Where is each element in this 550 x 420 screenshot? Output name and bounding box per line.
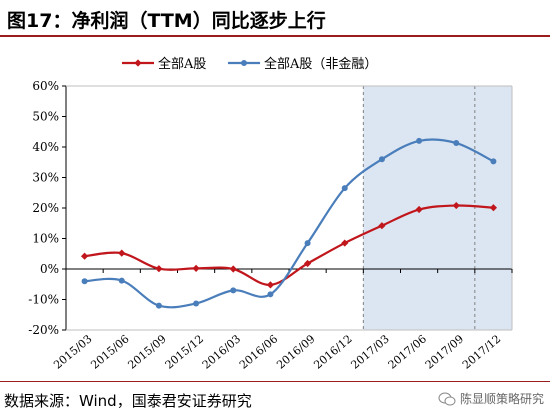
y-tick-label: -20%: [28, 323, 59, 337]
x-tick-label: 2017/03: [348, 332, 391, 371]
series-1-point: [266, 281, 275, 289]
series-2-point: [341, 185, 348, 192]
series-2-point: [304, 240, 311, 247]
series-1-point: [229, 265, 237, 273]
series-2-point: [490, 158, 497, 165]
series-2-point: [267, 291, 274, 298]
series-2-point: [230, 287, 237, 294]
x-tick-label: 2017/09: [423, 332, 466, 371]
watermark: 陈显顺策略研究: [438, 390, 544, 407]
series-1-point: [452, 201, 460, 210]
series-line-1: [84, 204, 494, 286]
x-tick-label: 2016/09: [274, 332, 317, 371]
source-divider: [0, 381, 550, 382]
legend-marker-1: [134, 59, 142, 67]
chart-title-bar: 图17：净利润（TTM）同比逐步上行: [0, 0, 550, 37]
series-1-point: [155, 265, 163, 273]
chart-title: 图17：净利润（TTM）同比逐步上行: [7, 10, 326, 32]
title-divider: [0, 35, 550, 37]
series-2-point: [193, 300, 200, 307]
series-1-point: [415, 205, 423, 214]
legend-label-2: 全部A股（非金融）: [264, 56, 377, 72]
y-tick-label: -10%: [28, 293, 59, 307]
series-1-point: [118, 249, 126, 257]
y-tick-label: 10%: [32, 232, 59, 246]
line-chart: 60%50%40%30%20%10%0%-10%-20% 2015/032015…: [28, 56, 513, 372]
x-tick-label: 2017/12: [460, 332, 503, 371]
y-tick-label: 60%: [32, 79, 59, 93]
x-tick-label: 2016/06: [237, 332, 280, 371]
legend-label-1: 全部A股: [158, 56, 206, 72]
y-tick-label: 20%: [32, 201, 59, 215]
x-tick-label: 2017/06: [386, 332, 429, 371]
y-tick-label: 50%: [32, 110, 59, 124]
series-2-point: [378, 156, 385, 163]
series-1-point: [341, 239, 349, 247]
x-tick-label: 2015/09: [125, 332, 168, 371]
chart-area: 60% 50% 40% 30% 20% 10% 0% -10% -20% 2015/03 2015…: [0, 40, 550, 380]
y-tick-label: 0%: [40, 262, 59, 276]
y-tick-label: 40%: [32, 140, 59, 154]
legend-marker-2: [241, 60, 247, 66]
y-tick-label: 30%: [32, 171, 59, 185]
watermark-text: 陈显顺策略研究: [459, 392, 544, 406]
x-tick-label: 2015/06: [88, 332, 131, 371]
series-2-point: [453, 140, 460, 147]
series-2-point: [81, 278, 88, 285]
series-2-point: [118, 277, 125, 284]
series-2-point: [155, 302, 162, 309]
data-source: 数据来源：Wind，国泰君安证券研究: [4, 392, 252, 410]
wechat-icon: [438, 392, 456, 405]
x-tick-label: 2015/12: [163, 332, 206, 371]
series-1-point: [80, 252, 89, 260]
series-1-point: [489, 204, 498, 212]
series-1-point: [303, 259, 312, 268]
x-tick-label: 2015/03: [51, 332, 94, 371]
series-1-point: [192, 264, 200, 272]
x-tick-label: 2016/12: [311, 332, 354, 371]
series-1-point: [378, 222, 386, 230]
series-2-point: [416, 137, 423, 144]
x-tick-label: 2016/03: [200, 332, 243, 371]
